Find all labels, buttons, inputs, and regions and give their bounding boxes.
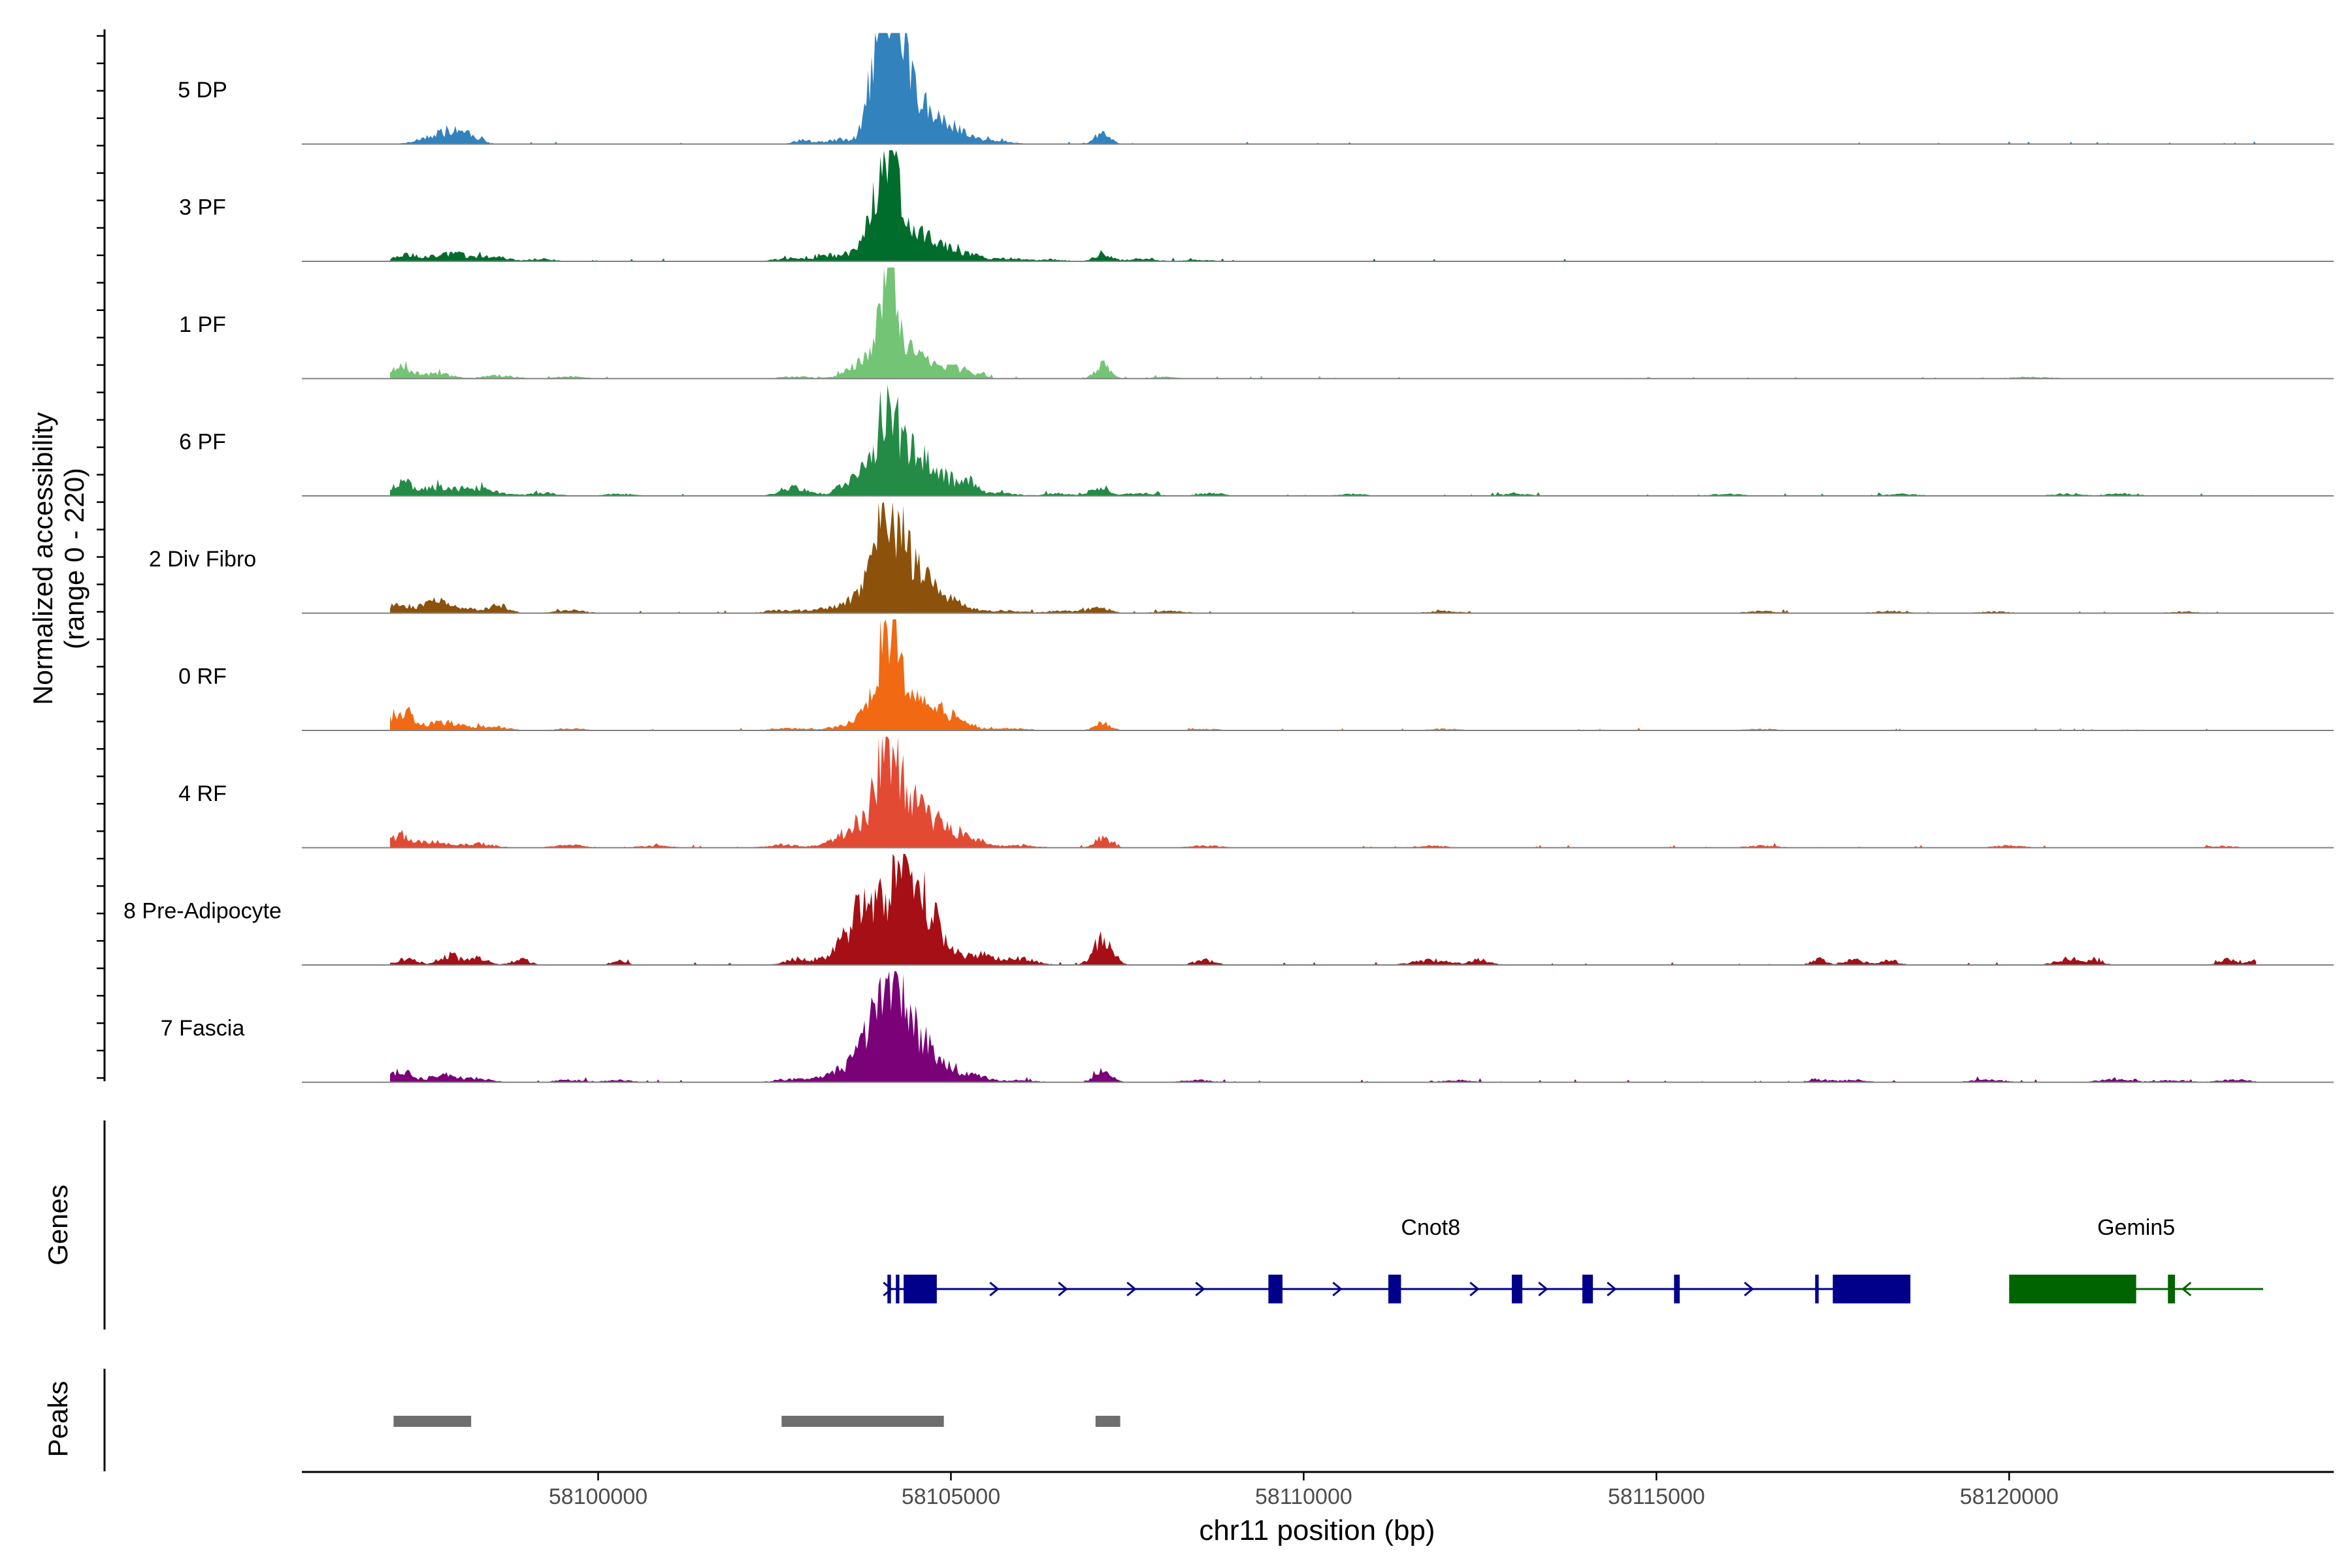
strand-arrow [989,1281,1000,1297]
peak-track [103,1369,1120,1471]
strand-arrow [1058,1281,1068,1297]
exon [1388,1275,1401,1303]
strand-arrow [883,1281,893,1297]
x-tick-label: 58105000 [902,1484,1000,1509]
exon [904,1275,937,1303]
track-label: 1 PF [179,312,226,337]
track-label: 4 RF [178,781,227,806]
strand-arrow [2181,1281,2192,1297]
peaks-panel-label: Peaks [42,1381,73,1458]
strand-arrow [1126,1281,1137,1297]
exon [1268,1275,1283,1303]
genes-panel-label: Genes [42,1184,73,1266]
exon [1511,1275,1523,1303]
strand-arrow [1538,1281,1548,1297]
strand-arrow [1607,1281,1617,1297]
coverage-area-5 [390,619,2257,730]
track-label: 0 RF [178,664,227,689]
exon [1582,1275,1593,1303]
coverage-area-7 [390,854,2257,965]
coverage-area-0 [390,33,2257,144]
y-axis-label-line1: Normalized accessibility [27,412,58,705]
x-tick-label: 58110000 [1255,1484,1352,1509]
exon [1674,1275,1680,1303]
x-tick-label: 58115000 [1608,1484,1705,1509]
strand-arrow [1195,1281,1205,1297]
strand-arrow [1332,1281,1343,1297]
coverage-tracks: 5 DP 3 PF 1 PF 6 PF 2 Div Fibro 0 RF 4 RF 8 Pre… [123,33,2334,1083]
coverage-area-8 [390,971,2257,1083]
coverage-area-4 [390,502,2257,613]
coverage-area-6 [390,736,2257,848]
y-axis-ticks [97,29,106,1081]
strand-arrow [1744,1281,1754,1297]
strand-arrow [1469,1281,1480,1297]
y-axis-label-line2: (range 0 - 220) [59,468,90,649]
peak-region-2 [1095,1416,1120,1427]
track-label: 6 PF [179,430,226,455]
exon [1815,1275,1819,1303]
track-label: 8 Pre-Adipocyte [123,899,282,924]
track-label: 5 DP [178,78,227,103]
x-axis: 58100000 58105000 58110000 58115000 58120000 [302,1471,2334,1509]
coverage-area-1 [390,150,2257,261]
track-label: 7 Fascia [161,1016,245,1041]
exon [896,1275,900,1303]
peak-region-0 [393,1416,472,1427]
x-axis-title: chr11 position (bp) [1199,1514,1435,1546]
track-label: 3 PF [179,195,226,220]
exon [1833,1275,1911,1303]
track-label: 2 Div Fibro [149,547,256,572]
coverage-area-3 [390,385,2257,496]
gene-name-label: Gemin5 [2097,1215,2175,1240]
exon [2168,1275,2176,1303]
x-tick-label: 58100000 [549,1484,647,1509]
x-tick-label: 58120000 [1960,1484,2059,1509]
gene-name-label: Cnot8 [1401,1215,1460,1240]
coverage-area-2 [390,267,2257,379]
exon [2009,1275,2136,1303]
exon [887,1275,891,1303]
gene-track: Cnot8 Gemin5 [103,1120,2264,1330]
peak-region-1 [781,1416,944,1427]
